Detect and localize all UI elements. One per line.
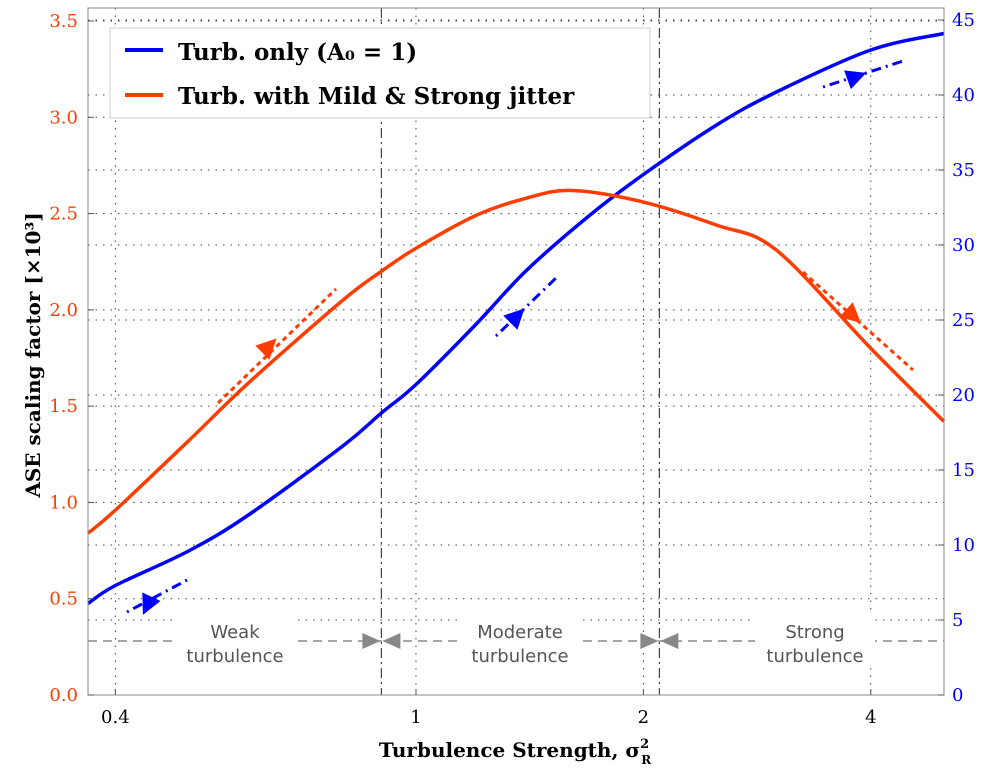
region-label-bg — [460, 615, 580, 667]
series-lines — [86, 31, 946, 605]
legend-label-blue: Turb. only (A₀ = 1) — [178, 39, 417, 66]
direction-arrowhead-icon — [844, 70, 867, 90]
y-right-tick-label: 40 — [952, 85, 975, 106]
direction-arrowhead-icon — [142, 592, 161, 615]
y-left-tick-label: 2.5 — [49, 204, 78, 225]
region-boundaries — [380, 8, 660, 695]
boundary-arrow-left-icon — [382, 633, 401, 649]
legend: Turb. only (A₀ = 1) Turb. with Mild & St… — [109, 27, 651, 119]
region-label-bg — [755, 615, 875, 667]
y-right-tick-label: 0 — [952, 685, 963, 706]
x-tick-label: 4 — [865, 707, 876, 728]
region-label-bg — [175, 615, 295, 667]
direction-arrow-line — [126, 578, 188, 614]
series-line-blue — [87, 31, 945, 605]
direction-arrowhead-icon — [255, 338, 277, 360]
region-label-line2: turbulence — [186, 646, 283, 667]
series-line-red — [86, 188, 946, 535]
y-right-tick-label: 45 — [952, 10, 975, 31]
y-right-tick-label: 20 — [952, 385, 975, 406]
legend-label-red: Turb. with Mild & Strong jitter — [178, 83, 575, 110]
y-axis-label: ASE scaling factor [×10³] — [21, 212, 45, 498]
region-label-line1: Strong — [785, 622, 844, 643]
y-left-tick-label: 2.0 — [49, 300, 78, 321]
axis-ticks: 0.4 1 2 4 0.0 0.5 1.0 1.5 2.0 2.5 3.0 3.5 0 5 10 15 20 25… — [49, 10, 975, 728]
direction-arrowhead-icon — [839, 302, 861, 324]
region-label-line1: Weak — [210, 622, 260, 643]
y-right-tick-label: 25 — [952, 310, 975, 331]
x-tick-label: 2 — [638, 707, 649, 728]
boundary-arrow-right-icon — [362, 633, 381, 649]
y-right-tick-label: 15 — [952, 460, 975, 481]
y-left-tick-label: 1.0 — [49, 492, 78, 513]
y-left-tick-label: 3.0 — [49, 107, 78, 128]
direction-arrow-line — [822, 59, 904, 89]
y-right-tick-label: 10 — [952, 535, 975, 556]
y-right-tick-label: 35 — [952, 160, 975, 181]
x-tick-label: 1 — [410, 707, 421, 728]
x-tick-label: 0.4 — [101, 707, 130, 728]
direction-arrow-line — [494, 276, 558, 338]
plot-frame — [87, 7, 945, 696]
x-axis-label: Turbulence Strength, σ2 R — [379, 737, 652, 767]
legend-box — [109, 27, 651, 119]
region-annotations: Weak turbulence Moderate turbulence Strong tu… — [88, 615, 944, 667]
direction-arrows — [126, 59, 914, 615]
y-left-tick-label: 3.5 — [49, 11, 78, 32]
y-left-tick-label: 0.0 — [49, 685, 78, 706]
boundary-arrow-left-icon — [660, 633, 679, 649]
region-label-line2: turbulence — [766, 646, 863, 667]
boundary-arrow-right-icon — [640, 633, 659, 649]
region-label-line2: turbulence — [471, 646, 568, 667]
y-left-tick-label: 0.5 — [49, 589, 78, 610]
direction-arrow-line — [216, 287, 338, 405]
y-right-tick-label: 30 — [952, 235, 975, 256]
y-right-tick-label: 5 — [952, 610, 963, 631]
region-label-line1: Moderate — [477, 622, 563, 643]
y-left-tick-label: 1.5 — [49, 396, 78, 417]
